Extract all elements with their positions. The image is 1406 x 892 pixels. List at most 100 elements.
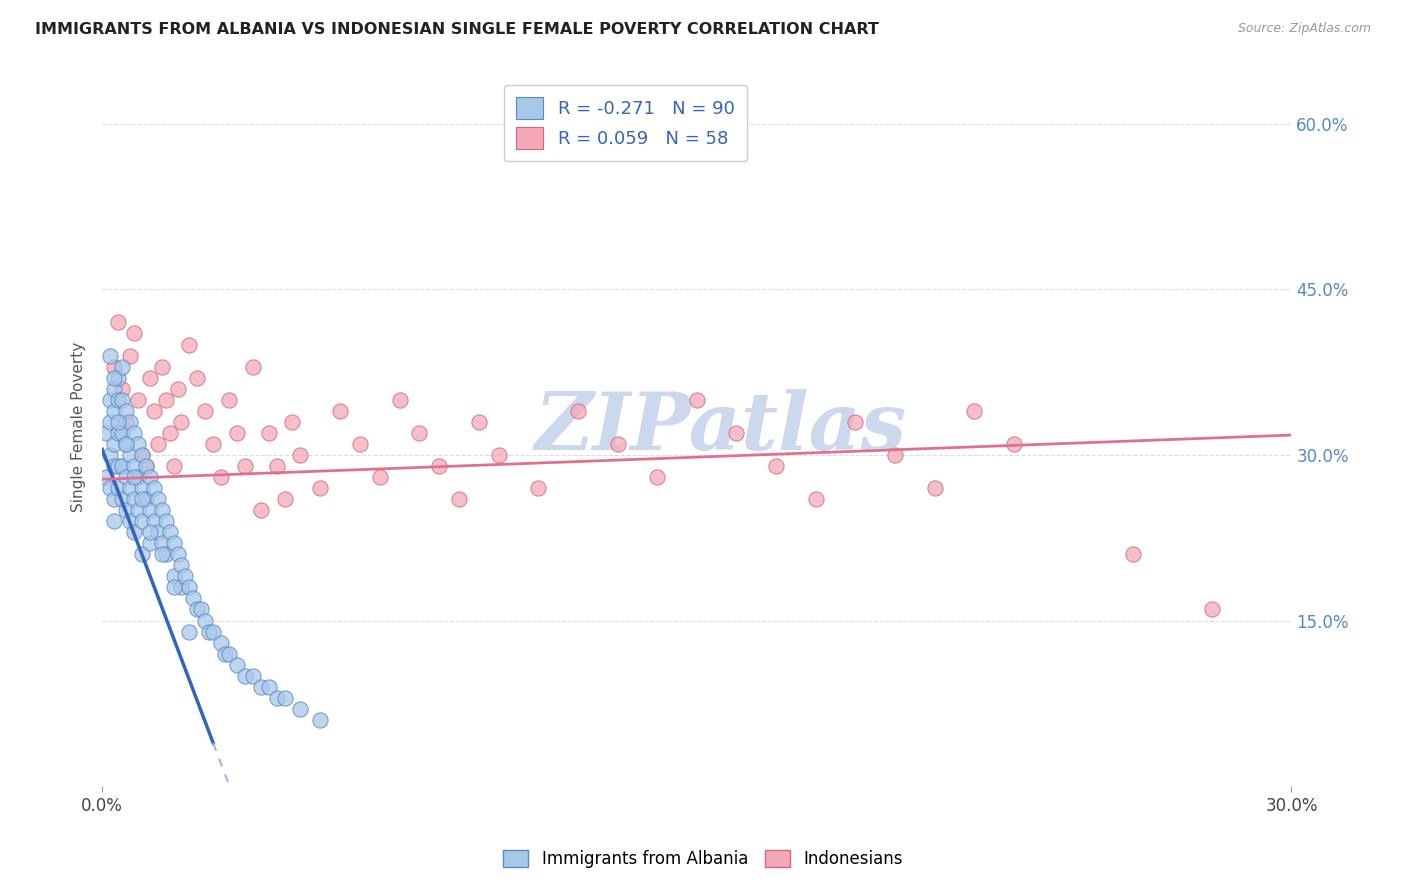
- Point: [127, 437, 149, 451]
- Point: [290, 448, 312, 462]
- Point: [924, 481, 946, 495]
- Point: [122, 326, 145, 341]
- Point: [111, 425, 134, 440]
- Point: [98, 349, 121, 363]
- Point: [162, 458, 184, 473]
- Point: [142, 481, 165, 495]
- Point: [218, 392, 240, 407]
- Point: [226, 657, 249, 672]
- Point: [139, 525, 162, 540]
- Text: Source: ZipAtlas.com: Source: ZipAtlas.com: [1237, 22, 1371, 36]
- Point: [765, 458, 787, 473]
- Point: [214, 647, 236, 661]
- Point: [115, 503, 138, 517]
- Point: [131, 481, 153, 495]
- Point: [103, 492, 125, 507]
- Point: [349, 437, 371, 451]
- Point: [645, 470, 668, 484]
- Point: [447, 492, 470, 507]
- Point: [107, 458, 129, 473]
- Y-axis label: Single Female Poverty: Single Female Poverty: [72, 343, 86, 513]
- Point: [159, 425, 181, 440]
- Point: [131, 448, 153, 462]
- Point: [111, 458, 134, 473]
- Point: [242, 359, 264, 374]
- Point: [98, 481, 121, 495]
- Point: [209, 635, 232, 649]
- Point: [166, 547, 188, 561]
- Point: [150, 536, 173, 550]
- Point: [170, 415, 193, 429]
- Point: [159, 525, 181, 540]
- Point: [142, 404, 165, 418]
- Point: [146, 437, 169, 451]
- Point: [527, 481, 550, 495]
- Point: [127, 392, 149, 407]
- Point: [103, 514, 125, 528]
- Point: [122, 458, 145, 473]
- Point: [329, 404, 352, 418]
- Point: [162, 536, 184, 550]
- Point: [309, 481, 332, 495]
- Point: [139, 503, 162, 517]
- Point: [309, 713, 332, 727]
- Point: [190, 602, 212, 616]
- Point: [273, 492, 295, 507]
- Point: [107, 392, 129, 407]
- Point: [118, 415, 141, 429]
- Point: [155, 514, 177, 528]
- Point: [98, 415, 121, 429]
- Point: [107, 425, 129, 440]
- Point: [290, 702, 312, 716]
- Point: [96, 425, 118, 440]
- Point: [111, 392, 134, 407]
- Point: [266, 458, 288, 473]
- Point: [198, 624, 221, 639]
- Point: [139, 370, 162, 384]
- Point: [209, 470, 232, 484]
- Point: [725, 425, 748, 440]
- Point: [115, 470, 138, 484]
- Point: [139, 536, 162, 550]
- Point: [179, 624, 201, 639]
- Point: [174, 569, 197, 583]
- Point: [226, 425, 249, 440]
- Text: ZIPatlas: ZIPatlas: [534, 389, 907, 467]
- Point: [122, 492, 145, 507]
- Point: [388, 392, 411, 407]
- Point: [202, 624, 225, 639]
- Point: [427, 458, 450, 473]
- Point: [281, 415, 304, 429]
- Point: [127, 503, 149, 517]
- Point: [170, 581, 193, 595]
- Point: [186, 602, 208, 616]
- Point: [98, 392, 121, 407]
- Point: [103, 458, 125, 473]
- Point: [131, 547, 153, 561]
- Point: [146, 525, 169, 540]
- Point: [103, 370, 125, 384]
- Point: [218, 647, 240, 661]
- Point: [111, 492, 134, 507]
- Point: [131, 448, 153, 462]
- Point: [107, 370, 129, 384]
- Point: [107, 415, 129, 429]
- Point: [155, 547, 177, 561]
- Point: [202, 437, 225, 451]
- Point: [963, 404, 986, 418]
- Point: [1122, 547, 1144, 561]
- Point: [122, 525, 145, 540]
- Point: [804, 492, 827, 507]
- Point: [162, 581, 184, 595]
- Point: [233, 669, 256, 683]
- Point: [118, 514, 141, 528]
- Point: [844, 415, 866, 429]
- Point: [118, 448, 141, 462]
- Point: [150, 547, 173, 561]
- Point: [103, 382, 125, 396]
- Point: [567, 404, 589, 418]
- Point: [884, 448, 907, 462]
- Point: [686, 392, 709, 407]
- Point: [266, 690, 288, 705]
- Point: [488, 448, 510, 462]
